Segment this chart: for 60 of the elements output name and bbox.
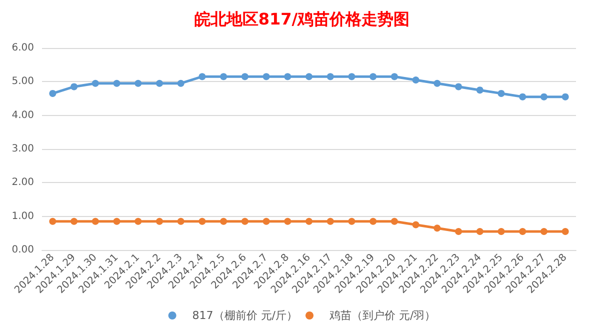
chart-title: 皖北地区817/鸡苗价格走势图 — [194, 10, 410, 28]
point — [306, 218, 312, 225]
point — [284, 218, 292, 225]
point — [241, 73, 248, 80]
legend-label: 鸡苗（到户价 元/羽） — [328, 309, 436, 322]
y-tick-label: 1.00 — [12, 210, 34, 222]
point — [348, 218, 356, 225]
point — [92, 80, 99, 87]
point — [498, 228, 505, 235]
point — [70, 83, 78, 90]
point — [241, 218, 248, 225]
point — [113, 218, 120, 225]
point — [562, 93, 569, 100]
y-tick-label: 4.00 — [12, 110, 34, 121]
point — [49, 218, 56, 225]
point — [519, 93, 526, 100]
legend-label: 817（棚前价 元/斤） — [192, 309, 298, 322]
point — [540, 228, 548, 235]
point — [455, 228, 462, 235]
point — [412, 221, 420, 228]
point — [390, 73, 398, 80]
point — [348, 73, 356, 80]
point — [562, 228, 569, 235]
point — [70, 218, 78, 225]
point — [134, 218, 142, 225]
y-tick-label: 0.00 — [12, 244, 34, 256]
point — [220, 73, 228, 80]
point — [220, 218, 228, 225]
point — [326, 73, 334, 80]
y-tick-label: 3.00 — [12, 144, 34, 154]
point — [498, 90, 505, 97]
point — [156, 80, 163, 87]
point — [177, 80, 184, 87]
point — [198, 73, 206, 80]
point — [412, 76, 420, 84]
y-tick-label: 5.00 — [12, 76, 34, 88]
point — [156, 218, 163, 225]
point — [390, 218, 398, 225]
point — [92, 218, 99, 225]
point — [434, 224, 441, 232]
point — [370, 218, 377, 225]
point — [262, 218, 270, 225]
point — [113, 80, 120, 87]
point — [49, 90, 56, 97]
point — [519, 228, 526, 235]
point — [134, 80, 142, 87]
point — [177, 218, 184, 225]
point — [540, 93, 548, 100]
y-tick-label: 2.00 — [12, 177, 34, 188]
point — [198, 218, 206, 225]
point — [284, 73, 292, 80]
point — [455, 83, 462, 90]
point — [306, 73, 312, 80]
point — [370, 73, 377, 80]
point — [262, 73, 270, 80]
point — [476, 86, 484, 94]
point — [434, 80, 441, 87]
point — [476, 228, 484, 235]
point — [326, 218, 334, 225]
y-tick-label: 6.00 — [12, 42, 34, 54]
